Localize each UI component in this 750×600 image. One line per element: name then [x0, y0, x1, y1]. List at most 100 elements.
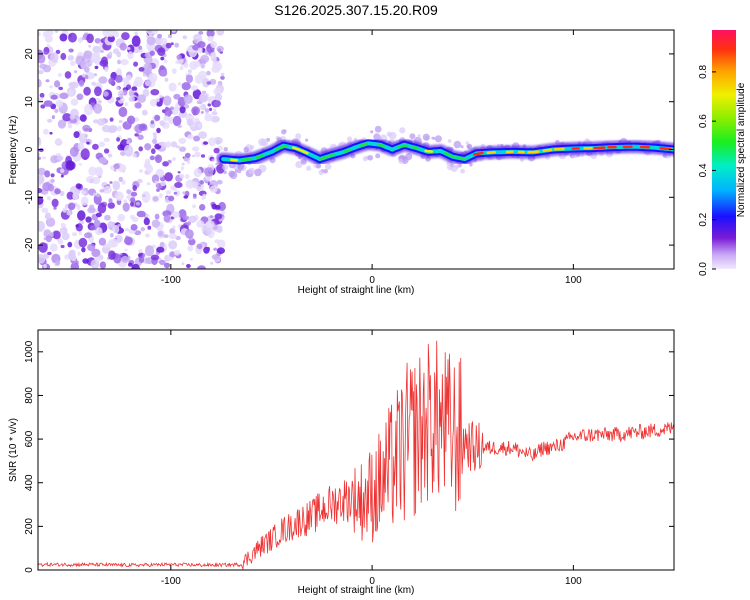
noise-speckle [43, 51, 49, 55]
noise-speckle [177, 124, 182, 128]
y-tick-label: 1000 [24, 340, 35, 363]
colorbar-label: Normalized spectral amplitude [736, 82, 747, 217]
noise-speckle [179, 146, 187, 152]
ridge-halo [460, 145, 464, 149]
noise-speckle [98, 237, 107, 246]
ridge-halo [295, 161, 303, 169]
noise-speckle [144, 158, 151, 167]
noise-speckle [173, 191, 178, 195]
noise-speckle [103, 137, 110, 143]
noise-speckle [186, 160, 191, 165]
noise-speckle [150, 254, 160, 261]
ridge-halo [306, 165, 312, 171]
noise-speckle [132, 153, 138, 158]
ridge-halo [223, 170, 227, 175]
noise-speckle [206, 246, 210, 252]
noise-speckle [131, 263, 140, 269]
noise-speckle [156, 127, 161, 134]
noise-speckle [116, 86, 120, 90]
noise-speckle [85, 216, 92, 223]
noise-speckle [43, 100, 53, 107]
noise-speckle [78, 80, 85, 87]
noise-speckle [43, 128, 49, 135]
noise-speckle [54, 188, 61, 195]
noise-speckle [38, 138, 42, 146]
noise-speckle [138, 67, 145, 72]
noise-speckle [136, 153, 140, 157]
noise-speckle [82, 124, 91, 132]
y-tick-label: 10 [24, 96, 35, 108]
ridge-halo [460, 168, 465, 174]
noise-speckle [84, 66, 90, 73]
signal-ridge [216, 125, 674, 180]
noise-speckle [74, 70, 78, 74]
ridge-peak [659, 146, 672, 151]
noise-speckle [84, 75, 89, 80]
y-tick-label: 400 [24, 474, 35, 491]
noise-speckle [214, 204, 221, 210]
noise-speckle [168, 82, 177, 92]
noise-speckle [67, 241, 73, 248]
noise-speckle [187, 245, 194, 252]
noise-speckle [75, 183, 82, 189]
noise-speckle [107, 239, 116, 249]
noise-speckle [220, 75, 225, 80]
noise-speckle [196, 185, 202, 192]
noise-speckle [64, 71, 72, 79]
noise-speckle [107, 221, 114, 228]
ridge-peak [255, 154, 264, 159]
noise-speckle [125, 74, 132, 81]
noise-speckle [59, 33, 68, 42]
noise-speckle [50, 173, 55, 178]
snr-plot-area [38, 340, 674, 570]
noise-speckle [67, 55, 75, 61]
noise-speckle [49, 85, 53, 89]
noise-speckle [109, 233, 114, 238]
noise-speckle [154, 180, 159, 184]
noise-speckle [142, 89, 150, 97]
noise-speckle [179, 173, 185, 179]
noise-speckle [172, 115, 182, 127]
noise-speckle [150, 89, 160, 96]
noise-speckle [120, 93, 124, 96]
noise-speckle [126, 46, 131, 51]
noise-speckle [188, 71, 192, 76]
noise-speckle [159, 65, 165, 71]
noise-speckle [178, 111, 188, 118]
noise-speckle [70, 262, 79, 269]
noise-speckle [84, 232, 92, 239]
ridge-peak [456, 156, 467, 161]
noise-speckle [158, 94, 164, 99]
noise-speckle [61, 232, 70, 241]
noise-speckle [38, 69, 44, 75]
noise-speckle [49, 52, 59, 63]
colorbar: 0.0 0.2 0.4 0.6 0.8 Normalized spectral ampl… [698, 30, 747, 276]
noise-speckle [144, 143, 152, 151]
ridge-halo [323, 169, 328, 174]
noise-speckle [197, 265, 206, 269]
colorbar-tick-label: 0.4 [698, 163, 709, 177]
noise-speckle [70, 60, 76, 66]
noise-speckle [220, 72, 225, 77]
noise-speckle [70, 98, 79, 106]
noise-speckle [171, 68, 177, 74]
noise-speckle [92, 177, 101, 185]
noise-speckle [94, 86, 102, 97]
noise-speckle [168, 117, 175, 124]
noise-speckle [159, 193, 163, 198]
noise-speckle [137, 178, 143, 184]
noise-speckle [75, 55, 85, 66]
noise-speckle [107, 202, 116, 209]
noise-speckle [78, 231, 82, 236]
noise-speckle [118, 106, 128, 118]
noise-speckle [193, 168, 202, 178]
noise-speckle [38, 187, 43, 194]
snr-line [38, 340, 674, 570]
ridge-halo [398, 158, 404, 164]
noise-speckle [80, 148, 90, 161]
noise-speckle [194, 151, 201, 158]
noise-speckle [133, 61, 139, 67]
ridge-peak [527, 150, 540, 154]
